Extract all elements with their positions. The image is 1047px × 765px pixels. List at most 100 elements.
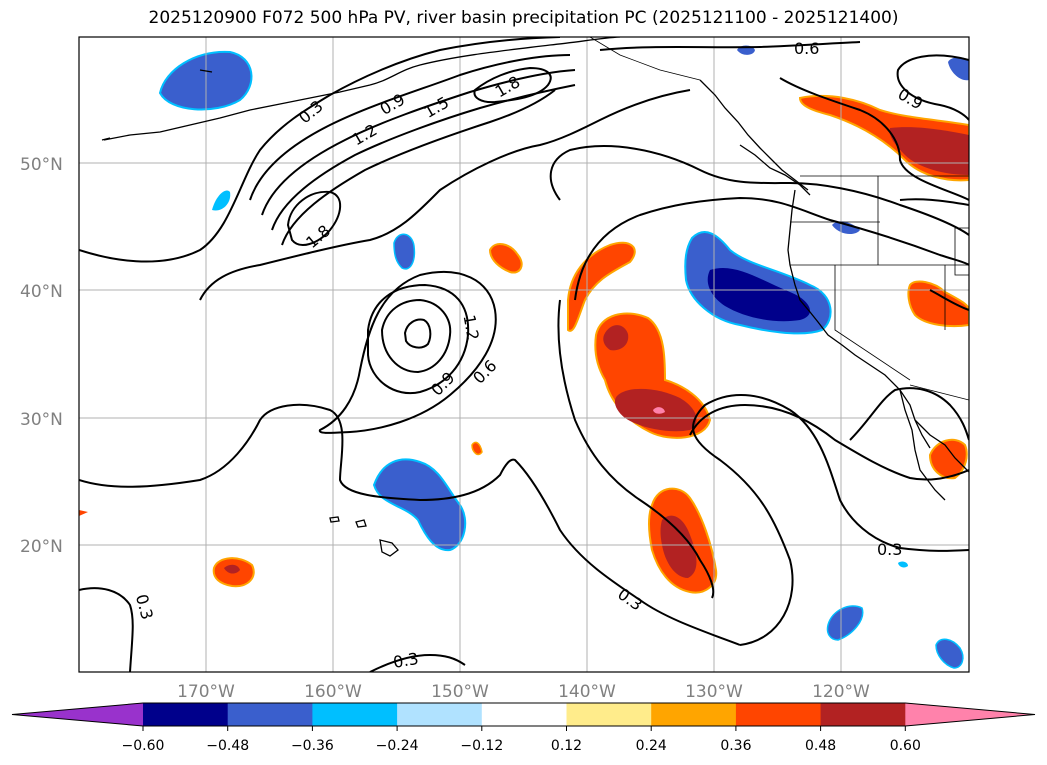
lon-label: 130°W: [685, 682, 743, 702]
pv-contour-inner-south: [557, 299, 715, 599]
precipitation-shading: [79, 45, 969, 669]
neg-patch-california-core: [707, 268, 811, 322]
colorbar-tick-label: 0.48: [805, 738, 836, 754]
pv-contour-band-4: [281, 89, 556, 246]
colorbar-tick-label: −0.24: [376, 738, 419, 754]
pv-contour-bottom: [79, 587, 134, 672]
pv-contour-east-long: [692, 394, 969, 646]
lat-label: 50°N: [20, 155, 63, 175]
colorbar-segment: [651, 703, 737, 726]
pv-contour-central: [549, 145, 969, 236]
pv-contour-se: [689, 403, 969, 481]
pos-patch-bc-core: [889, 127, 969, 175]
pv-label: 0.3: [392, 649, 420, 672]
colorbar-segment: [481, 703, 567, 726]
border-alaska-canada: [589, 37, 701, 81]
pv-label: 0.3: [132, 592, 157, 622]
border-states-5: [834, 265, 911, 381]
neg-patch-small-1: [212, 190, 231, 211]
colorbar-tick-label: 0.60: [890, 738, 921, 754]
pos-patch-edge-left: [79, 510, 88, 516]
neg-patch-hawaii: [372, 458, 467, 552]
coast-aleutian-2: [101, 137, 111, 141]
pv-label: 0.6: [794, 39, 819, 58]
coast-west-us: [787, 189, 931, 449]
coast-hawaii-1: [379, 539, 399, 557]
pv-contour-0.3-north: [599, 41, 861, 51]
pv-label: 0.9: [427, 368, 458, 399]
lon-labels: 170°W 160°W 150°W 140°W 130°W 120°W: [177, 682, 870, 702]
map-frame: [78, 36, 970, 673]
pos-patch-south-core: [660, 515, 697, 578]
lon-label: 140°W: [558, 682, 616, 702]
coast-baja: [899, 389, 946, 501]
pv-contour-0.6-east: [779, 77, 969, 201]
pv-contour-ne-1: [899, 198, 969, 206]
pv-label: 0.9: [895, 84, 927, 113]
pv-contour-mid-ring: [574, 196, 969, 301]
lat-label: 40°N: [20, 282, 63, 302]
pv-contour-1.8-north: [473, 66, 552, 104]
pv-contour-band-2: [261, 69, 576, 216]
neg-patch-east: [898, 561, 908, 568]
colorbar-tick-label: −0.12: [460, 738, 503, 754]
colorbar-extend-min: [12, 703, 143, 726]
border-us-mexico: [909, 384, 969, 401]
colorbar-tick-label: −0.60: [122, 738, 165, 754]
pv-contour-0.3-west: [79, 37, 561, 263]
colorbar-tick-label: −0.36: [291, 738, 334, 754]
colorbar-tick-label: 0.24: [636, 738, 667, 754]
colorbar-segment: [312, 703, 398, 726]
pos-patch-tiny: [471, 441, 483, 456]
colorbar-tick-label: −0.48: [206, 738, 249, 754]
lat-label: 30°N: [20, 410, 63, 430]
pv-label: 0.3: [614, 584, 646, 614]
colorbar-segment: [820, 703, 906, 726]
map-title: 2025120900 F072 500 hPa PV, river basin …: [148, 8, 899, 28]
pv-contours: [79, 37, 969, 672]
colorbar-segment: [566, 703, 652, 726]
pos-patch-max: [653, 407, 665, 414]
border-states-6: [954, 227, 969, 276]
pv-contour-long-south: [79, 403, 741, 646]
pos-patch-ne-sw: [488, 243, 523, 274]
pv-contour-band-1: [249, 54, 571, 201]
pv-contour-band-3: [271, 84, 576, 231]
gridlines: [79, 37, 969, 672]
coast-hawaii-3: [329, 516, 340, 523]
coast-mexico: [914, 419, 969, 473]
pos-patch-mid-2-north-core: [603, 325, 629, 351]
lon-label: 120°W: [812, 682, 870, 702]
pos-patch-mexico: [928, 438, 968, 480]
coast-alaska-peninsula: [103, 84, 371, 141]
lon-label: 150°W: [431, 682, 489, 702]
coastlines: [101, 37, 969, 557]
pv-label: 1.2: [460, 313, 483, 341]
neg-patch-small-2: [393, 233, 416, 270]
pv-contour-0.3-outer: [896, 54, 969, 121]
coast-alaska-gulf: [369, 37, 621, 86]
colorbar-segment: [143, 703, 229, 726]
coast-aleutian-1: [199, 69, 213, 73]
colorbar-extend-max: [905, 703, 1035, 726]
lon-label: 170°W: [177, 682, 235, 702]
coast-hawaii-2: [355, 519, 367, 528]
neg-patch-oregon: [832, 221, 860, 235]
colorbar-segment: [735, 703, 822, 726]
pv-contour-0.6-ring: [318, 270, 497, 434]
pv-contour-1.2-ring: [380, 298, 452, 374]
coast-islands-bc: [739, 144, 811, 196]
political-borders: [589, 37, 969, 401]
coast-alaska-panhandle: [699, 79, 809, 191]
colorbar: −0.60 −0.48 −0.36 −0.24 −0.12 0.12 0.24 0.36 0.4…: [11, 702, 1036, 754]
colorbar-tick-label: 0.36: [720, 738, 751, 754]
neg-patch-baja-south: [826, 605, 864, 641]
pos-patch-nevada: [907, 280, 969, 328]
colorbar-tick-label: 0.12: [551, 738, 582, 754]
colorbar-segment: [227, 703, 313, 726]
pv-label: 0.6: [469, 356, 500, 387]
neg-patch-mexico: [935, 638, 964, 669]
pv-contour-main: [199, 89, 691, 301]
neg-patch-ne: [948, 57, 969, 81]
pv-contour-se-2: [849, 387, 969, 441]
